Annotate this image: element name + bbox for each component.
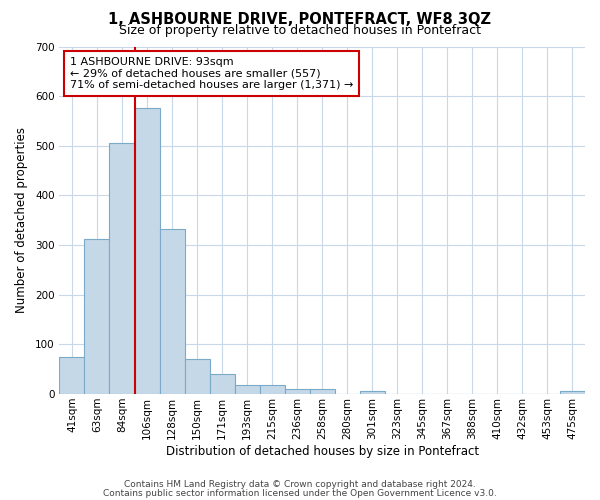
- Bar: [85, 239, 109, 394]
- Bar: [284, 389, 310, 394]
- Text: 1 ASHBOURNE DRIVE: 93sqm
← 29% of detached houses are smaller (557)
71% of semi-: 1 ASHBOURNE DRIVE: 93sqm ← 29% of detach…: [70, 57, 353, 90]
- Text: Size of property relative to detached houses in Pontefract: Size of property relative to detached ho…: [119, 24, 481, 37]
- Bar: [360, 390, 385, 394]
- Bar: [209, 374, 235, 394]
- Bar: [560, 390, 585, 394]
- Bar: [59, 357, 85, 394]
- Bar: [134, 108, 160, 394]
- Bar: [109, 143, 134, 394]
- Bar: [235, 385, 260, 394]
- Bar: [160, 228, 185, 394]
- Bar: [185, 360, 209, 394]
- Text: Contains public sector information licensed under the Open Government Licence v3: Contains public sector information licen…: [103, 488, 497, 498]
- Text: Contains HM Land Registry data © Crown copyright and database right 2024.: Contains HM Land Registry data © Crown c…: [124, 480, 476, 489]
- Bar: [310, 389, 335, 394]
- Y-axis label: Number of detached properties: Number of detached properties: [15, 128, 28, 314]
- Text: 1, ASHBOURNE DRIVE, PONTEFRACT, WF8 3QZ: 1, ASHBOURNE DRIVE, PONTEFRACT, WF8 3QZ: [109, 12, 491, 28]
- X-axis label: Distribution of detached houses by size in Pontefract: Distribution of detached houses by size …: [166, 444, 479, 458]
- Bar: [260, 385, 284, 394]
